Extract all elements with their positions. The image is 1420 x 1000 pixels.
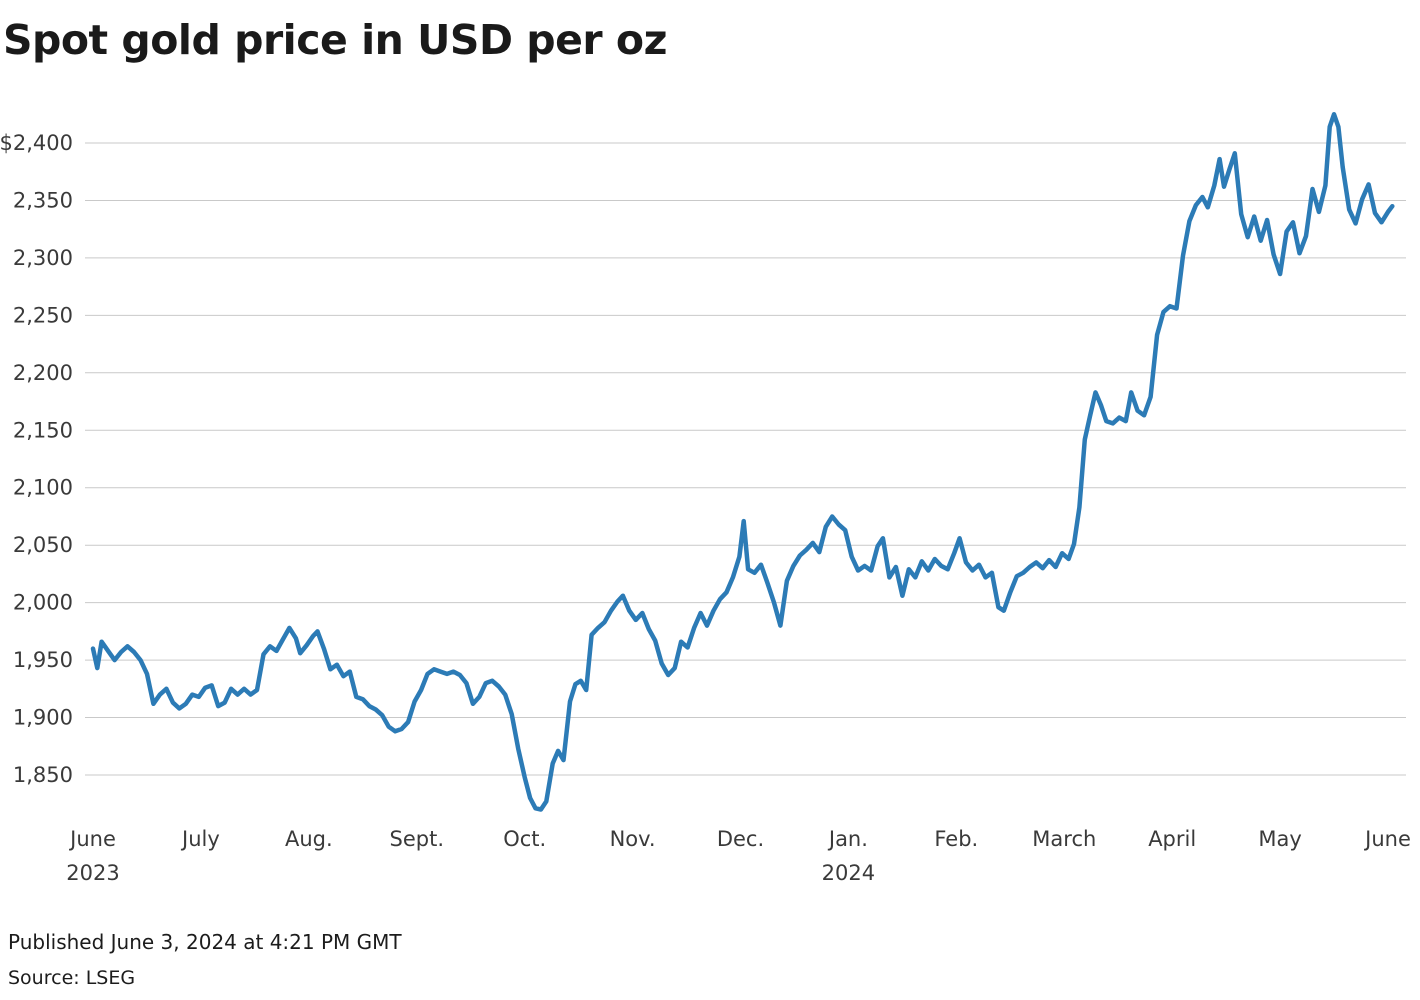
x-tick-label: Oct. — [503, 827, 546, 851]
x-tick-label: June — [1363, 827, 1411, 851]
x-tick-label: June — [68, 827, 116, 851]
published-timestamp: Published June 3, 2024 at 4:21 PM GMT — [8, 930, 402, 954]
y-tick-label: 2,300 — [13, 246, 73, 270]
y-tick-label: 1,950 — [13, 648, 73, 672]
source-attribution: Source: LSEG — [8, 967, 136, 989]
y-tick-label: 2,350 — [13, 189, 73, 213]
x-tick-label: Feb. — [934, 827, 978, 851]
x-tick-label: Sept. — [390, 827, 445, 851]
x-tick-sublabel: 2023 — [66, 861, 119, 885]
y-tick-label: 2,200 — [13, 361, 73, 385]
y-tick-label: 2,250 — [13, 303, 73, 327]
x-tick-label: July — [180, 827, 220, 851]
y-tick-label: $2,400 — [0, 131, 73, 155]
y-tick-label: 2,100 — [13, 476, 73, 500]
x-tick-label: Aug. — [285, 827, 333, 851]
x-axis-labels: June 2023 July Aug. Sept. Oct. Nov. Dec. Jan. 202… — [66, 827, 1411, 885]
x-tick-label: May — [1258, 827, 1301, 851]
gridlines — [85, 142, 1406, 776]
x-tick-label: April — [1148, 827, 1196, 851]
price-line — [90, 112, 1395, 812]
y-tick-label: 2,050 — [13, 533, 73, 557]
chart-title: Spot gold price in USD per oz — [3, 16, 667, 64]
x-tick-label: Dec. — [717, 827, 764, 851]
y-tick-label: 1,850 — [13, 763, 73, 787]
x-tick-label: March — [1032, 827, 1096, 851]
y-tick-label: 2,150 — [13, 418, 73, 442]
y-tick-label: 1,900 — [13, 706, 73, 730]
x-tick-label: Jan. — [827, 827, 868, 851]
y-axis-labels: $2,400 2,350 2,300 2,250 2,200 2,150 2,100 2,05… — [0, 131, 73, 787]
x-tick-label: Nov. — [610, 827, 656, 851]
x-tick-sublabel: 2024 — [822, 861, 875, 885]
y-tick-label: 2,000 — [13, 591, 73, 615]
